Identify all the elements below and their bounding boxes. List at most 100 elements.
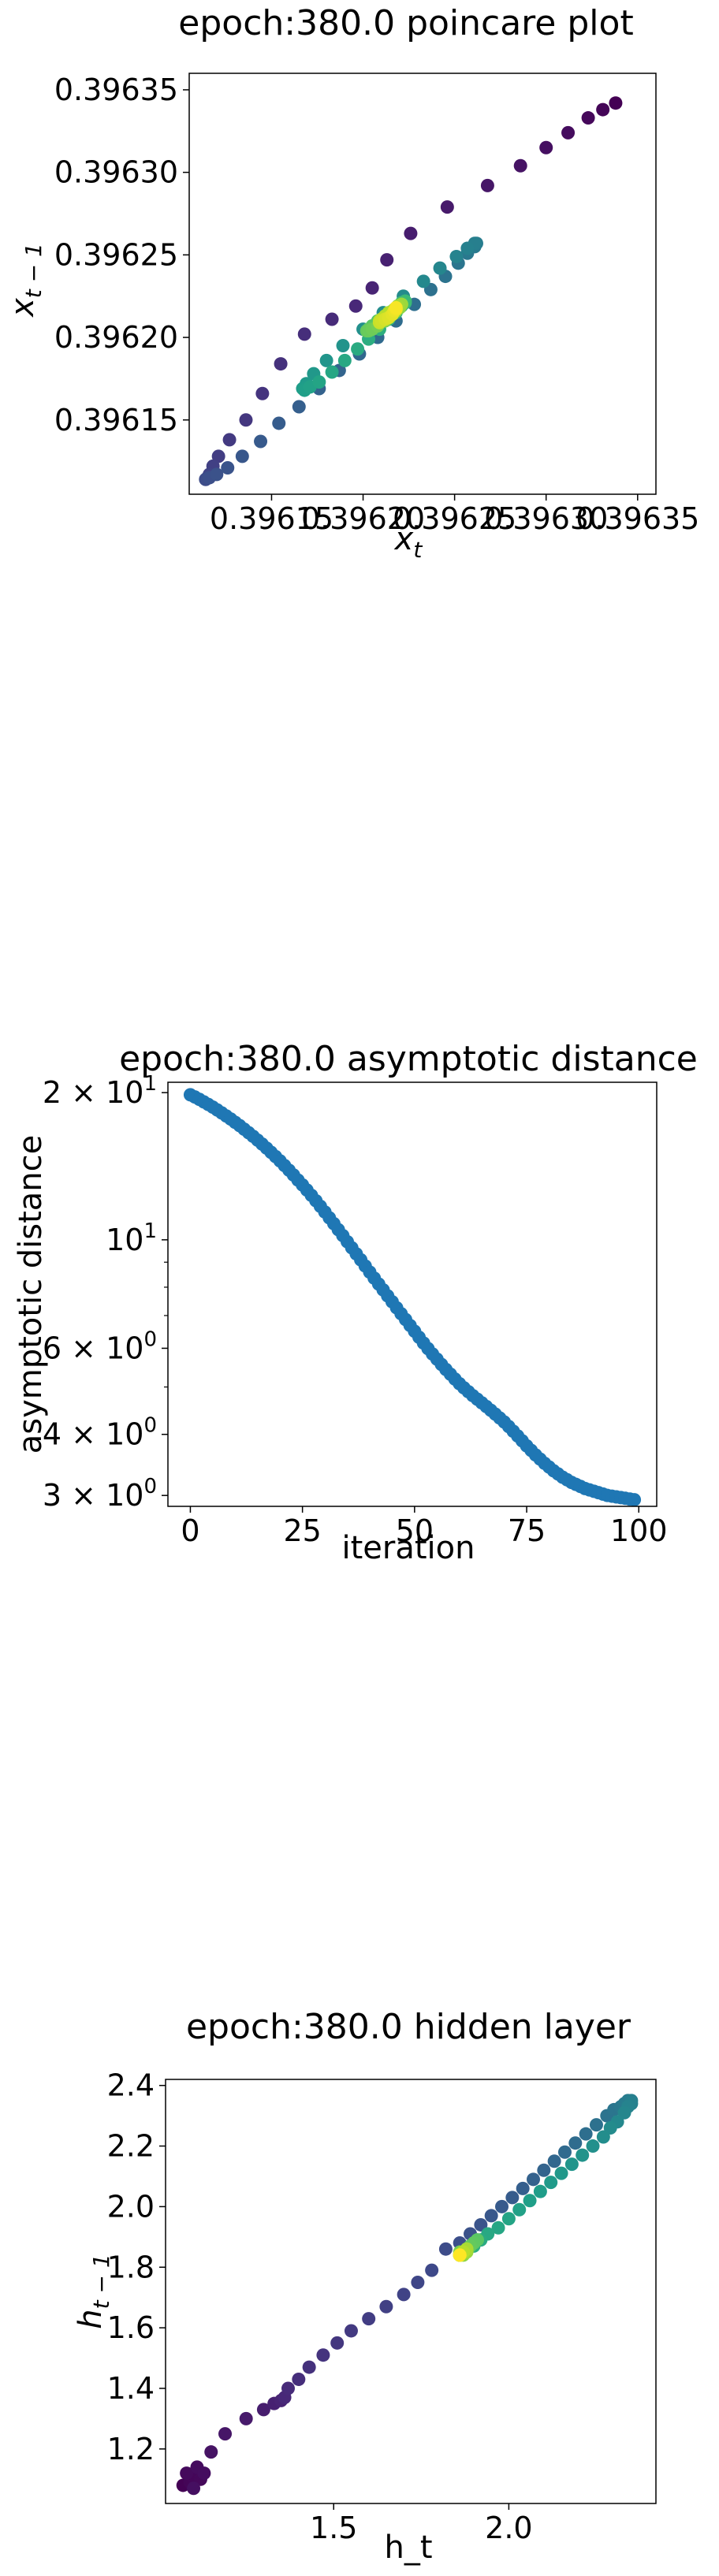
poincare-point: [254, 434, 267, 448]
poincare-point: [514, 159, 527, 173]
hidden-ylabel-main: h: [73, 2309, 109, 2328]
poincare-point: [380, 253, 393, 266]
hidden-point: [379, 2300, 393, 2314]
hidden-point: [362, 2312, 375, 2325]
hidden-ylabel-sub: t − 1: [88, 2254, 114, 2309]
poincare-xtick-label: 0.39635: [576, 501, 699, 536]
poincare-point: [449, 250, 463, 263]
poincare-point: [539, 141, 553, 154]
poincare-point: [239, 413, 252, 426]
poincare-plot: epoch:380.0 poincare plot 0.39615 0.39620…: [5, 3, 699, 563]
poincare-point: [337, 339, 350, 352]
poincare-ytick-label: 0.39615: [54, 403, 178, 437]
hidden-point: [505, 2191, 519, 2204]
asymptotic-distance-plot: epoch:380.0 asymptotic distance 0 25 50 75 1…: [13, 1039, 698, 1566]
hidden-point: [453, 2248, 467, 2261]
poincare-ytick-label: 0.39635: [54, 73, 178, 107]
hidden-point: [316, 2348, 330, 2362]
poincare-ticks: 0.396150.396200.396250.396300.396350.396…: [54, 73, 699, 536]
poincare-ytick-label: 0.39625: [54, 237, 178, 272]
hidden-point: [495, 2200, 509, 2213]
hidden-point: [397, 2288, 411, 2301]
poincare-point: [349, 300, 363, 313]
hidden-point: [502, 2212, 516, 2225]
poincare-point: [320, 354, 333, 367]
hidden-point: [587, 2139, 600, 2153]
asymptotic-title: epoch:380.0 asymptotic distance: [119, 1039, 698, 1079]
hidden-point: [411, 2276, 424, 2289]
poincare-point: [460, 241, 474, 255]
asymptotic-point: [628, 1493, 641, 1506]
hidden-point: [281, 2381, 295, 2395]
hidden-point: [425, 2264, 438, 2277]
hidden-xtick-label: 1.5: [310, 2511, 357, 2545]
hidden-point: [597, 2131, 610, 2144]
hidden-point: [537, 2164, 550, 2177]
asymptotic-xtick-label: 25: [283, 1513, 321, 1548]
hidden-ytick-label: 2.4: [107, 2068, 155, 2103]
poincare-point: [326, 313, 339, 326]
hidden-point: [197, 2466, 210, 2480]
hidden-point: [204, 2445, 218, 2459]
poincare-point: [582, 111, 595, 125]
asymptotic-ytick-label: 2 × 101: [43, 1072, 157, 1110]
poincare-point: [481, 179, 494, 192]
hidden-point: [565, 2157, 579, 2171]
poincare-ylabel-sub: t − 1: [20, 243, 47, 298]
asymptotic-axes-frame: [168, 1082, 657, 1506]
hidden-ytick-label: 1.2: [107, 2432, 155, 2466]
asymptotic-xtick-label: 0: [181, 1513, 199, 1548]
poincare-title: epoch:380.0 poincare plot: [178, 3, 633, 43]
poincare-point: [609, 96, 622, 110]
hidden-point: [590, 2118, 603, 2131]
poincare-ytick-label: 0.39620: [54, 320, 178, 355]
hidden-point: [218, 2427, 232, 2440]
poincare-point: [596, 103, 609, 117]
hidden-point: [292, 2373, 305, 2386]
poincare-point: [292, 400, 306, 414]
hidden-ytick-label: 2.0: [107, 2189, 155, 2224]
poincare-point: [298, 327, 311, 341]
asymptotic-ytick-label: 101: [106, 1219, 157, 1257]
hidden-point: [512, 2203, 526, 2217]
poincare-point: [441, 200, 454, 214]
poincare-point: [434, 262, 447, 275]
hidden-xlabel: h_t: [384, 2529, 432, 2566]
hidden-point: [548, 2154, 561, 2168]
asymptotic-xtick-label: 100: [610, 1513, 668, 1548]
hidden-ticks: 1.5 2.0 1.2 1.4 1.6 1.8 2.0 2.2 2.4: [107, 2068, 533, 2545]
poincare-point: [351, 342, 364, 356]
hidden-ytick-label: 2.2: [107, 2129, 155, 2164]
hidden-ylabel: ht − 1: [73, 2254, 114, 2328]
poincare-point: [312, 375, 326, 389]
asymptotic-ytick-label: 6 × 100: [43, 1327, 157, 1365]
hidden-point: [558, 2146, 572, 2159]
poincare-point: [255, 387, 269, 400]
hidden-point: [523, 2194, 537, 2207]
hidden-point: [544, 2176, 557, 2189]
poincare-point: [221, 461, 234, 475]
poincare-point: [366, 281, 379, 295]
hidden-ytick-label: 1.6: [107, 2310, 155, 2345]
hidden-point: [555, 2167, 568, 2180]
poincare-point: [326, 366, 339, 379]
poincare-xlabel-main: x: [393, 521, 414, 557]
hidden-point: [439, 2243, 453, 2256]
poincare-ylabel: xt − 1: [5, 243, 47, 318]
hidden-point: [576, 2149, 589, 2162]
hidden-point: [485, 2209, 498, 2222]
asymptotic-ytick-label: 3 × 100: [43, 1475, 157, 1513]
poincare-point: [236, 449, 249, 463]
hidden-ytick-label: 1.4: [107, 2371, 155, 2406]
hidden-point: [187, 2481, 200, 2495]
poincare-ylabel-main: x: [5, 298, 41, 318]
poincare-point: [272, 416, 285, 430]
hidden-point: [534, 2185, 547, 2198]
hidden-axes-frame: [166, 2079, 656, 2503]
hidden-point: [345, 2324, 358, 2337]
asymptotic-ytick-label: 4 × 100: [43, 1414, 157, 1452]
poincare-point: [561, 126, 575, 140]
hidden-title: epoch:380.0 hidden layer: [186, 2007, 631, 2047]
poincare-point: [417, 274, 430, 288]
